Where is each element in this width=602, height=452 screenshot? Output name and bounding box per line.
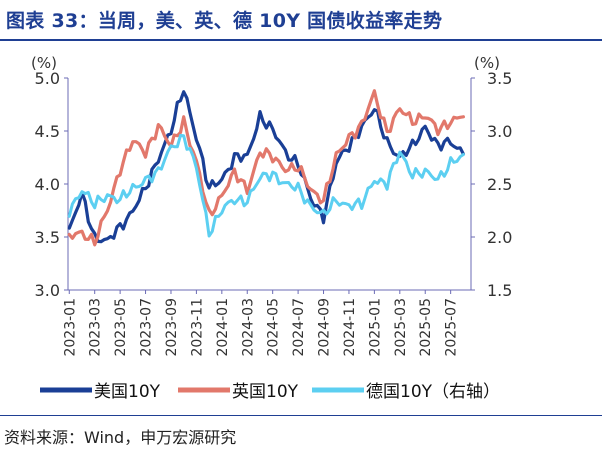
left-tick-label: 4.0 [35, 175, 60, 194]
right-tick-label: 3.0 [487, 122, 512, 141]
x-tick-label: 2023-11 [189, 298, 205, 357]
figure-title: 图表 33：当周，美、英、德 10Y 国债收益率走势 [6, 10, 443, 32]
source-note: 资料来源：Wind，申万宏源研究 [4, 428, 237, 447]
legend-label: 英国10Y [232, 382, 299, 402]
right-tick-label: 2.0 [487, 228, 512, 247]
right-tick-label: 1.5 [487, 281, 512, 300]
x-tick-label: 2023-03 [88, 298, 104, 357]
left-tick-label: 3.5 [35, 228, 60, 247]
x-tick-label: 2025-01 [367, 298, 383, 357]
x-tick-label: 2024-09 [317, 298, 333, 357]
x-tick-label: 2024-07 [291, 298, 307, 357]
title-rule [0, 39, 602, 41]
footer-rule [0, 415, 602, 416]
right-tick-label: 2.5 [487, 175, 512, 194]
x-tick-label: 2024-11 [342, 298, 358, 357]
x-tick-label: 2023-05 [113, 298, 129, 357]
right-tick-label: 3.5 [487, 69, 512, 88]
right-unit-label: (%) [474, 54, 500, 72]
left-tick-label: 5.0 [35, 69, 60, 88]
x-tick-label: 2024-05 [266, 298, 282, 357]
left-tick-label: 4.5 [35, 122, 60, 141]
x-tick-label: 2025-05 [418, 298, 434, 357]
x-tick-label: 2024-01 [215, 298, 231, 357]
x-tick-label: 2023-01 [62, 298, 78, 357]
title-bar: 图表 33：当周，美、英、德 10Y 国债收益率走势 [0, 0, 602, 38]
legend-label: 美国10Y [94, 382, 161, 402]
legend-label: 德国10Y（右轴） [366, 382, 500, 402]
left-unit-label: (%) [31, 54, 57, 72]
x-tick-label: 2025-07 [444, 298, 460, 357]
x-tick-label: 2024-03 [240, 298, 256, 357]
x-tick-label: 2023-09 [164, 298, 180, 357]
x-tick-label: 2025-03 [393, 298, 409, 357]
x-tick-label: 2023-07 [139, 298, 155, 357]
series-line [67, 89, 465, 247]
left-tick-label: 3.0 [35, 281, 60, 300]
series-line [67, 133, 465, 238]
